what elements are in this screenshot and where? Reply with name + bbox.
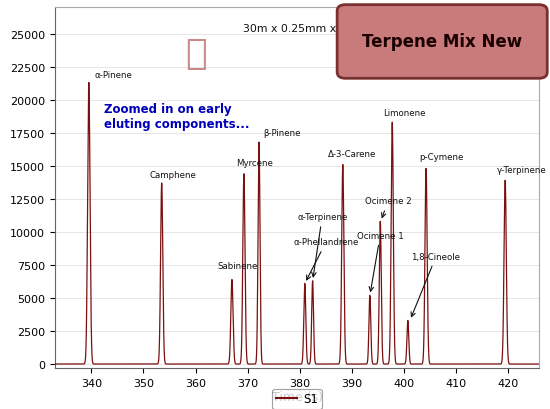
- Text: α-Pinene: α-Pinene: [94, 70, 132, 79]
- Text: Terpene Mix New: Terpene Mix New: [362, 34, 522, 52]
- Text: Sabinene: Sabinene: [217, 262, 258, 270]
- Text: Camphene: Camphene: [150, 171, 196, 180]
- Text: 🍁: 🍁: [185, 37, 206, 71]
- Text: 30m x 0.25mm x 1.0μm Rxi-1301Sil MS: 30m x 0.25mm x 1.0μm Rxi-1301Sil MS: [244, 24, 460, 34]
- Legend: S1: S1: [272, 389, 322, 409]
- Text: α-Phellandrene: α-Phellandrene: [293, 238, 359, 280]
- Text: Myrcene: Myrcene: [236, 159, 273, 168]
- Text: Ocimene 1: Ocimene 1: [357, 231, 404, 292]
- X-axis label: Time (s): Time (s): [272, 391, 322, 404]
- Text: 1,8-Cineole: 1,8-Cineole: [411, 252, 460, 317]
- Text: Limonene: Limonene: [383, 109, 425, 118]
- Text: β-Pinene: β-Pinene: [263, 128, 301, 137]
- Text: Ocimene 2: Ocimene 2: [365, 197, 411, 218]
- Text: α-Terpinene: α-Terpinene: [297, 213, 348, 277]
- Text: Zoomed in on early
eluting components...: Zoomed in on early eluting components...: [104, 103, 250, 131]
- Text: p-Cymene: p-Cymene: [419, 152, 464, 161]
- Text: Δ-3-Carene: Δ-3-Carene: [328, 150, 377, 158]
- Text: γ-Terpinene: γ-Terpinene: [497, 165, 547, 174]
